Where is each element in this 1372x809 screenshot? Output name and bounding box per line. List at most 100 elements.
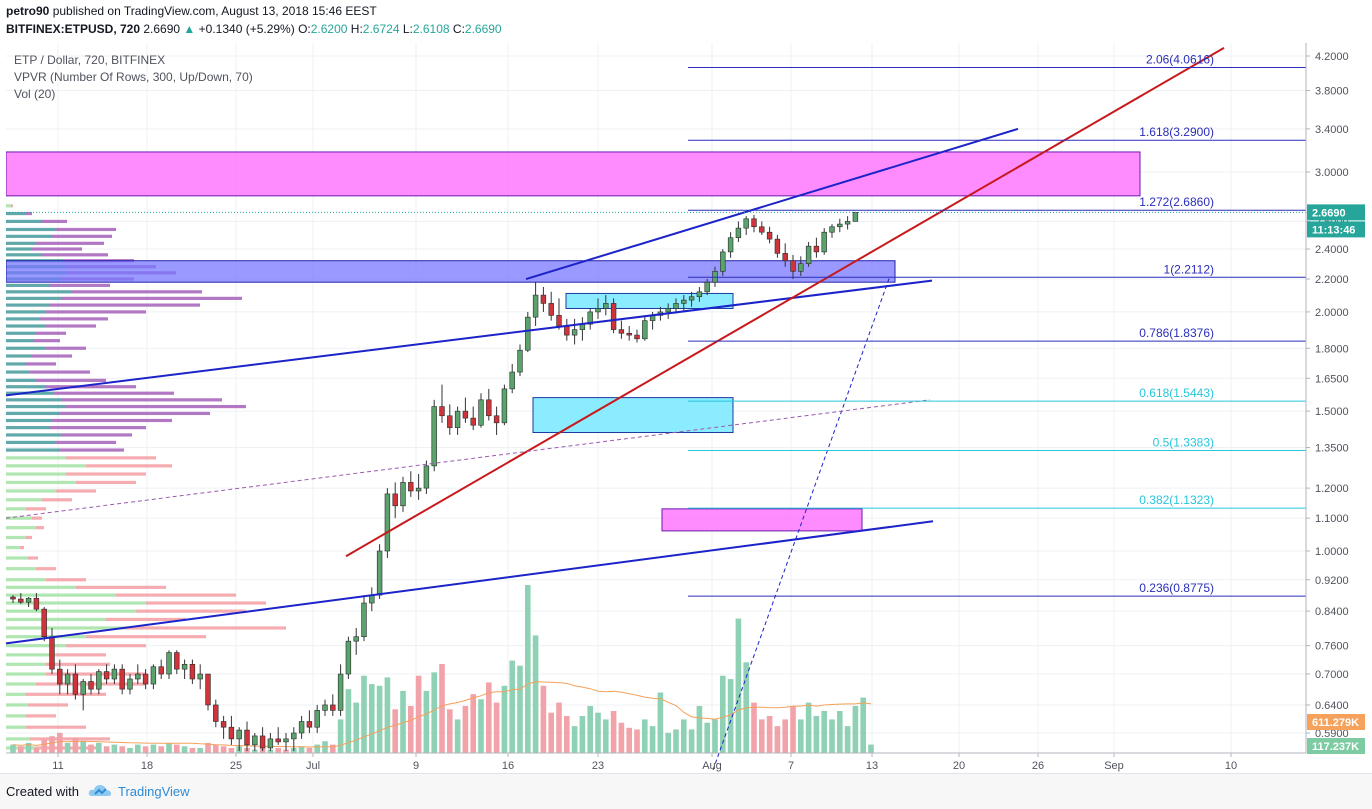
candle [735, 227, 742, 239]
time-tick-label: 25 [230, 760, 242, 772]
legend-volume[interactable]: Vol (20) [14, 87, 56, 101]
candle [587, 311, 593, 325]
tradingview-cloud-icon[interactable] [88, 782, 112, 800]
candle [813, 245, 820, 253]
volume-bar [127, 747, 133, 753]
vpvr-up-2 [6, 219, 42, 224]
chart-header: petro90 published on TradingView.com, Au… [0, 0, 1372, 40]
volume-bar [564, 716, 570, 753]
candle [525, 316, 531, 351]
vpvr-up-42 [6, 507, 26, 511]
volume-bar [821, 711, 827, 753]
candle [213, 704, 219, 722]
vpvr-up-25 [6, 378, 36, 382]
vpvr-down-6 [32, 247, 82, 251]
candle [517, 349, 523, 373]
vpvr-up-34 [6, 440, 56, 445]
candle [431, 406, 437, 467]
volume-bar [431, 672, 437, 753]
price-tick-label: 3.4000 [1315, 124, 1349, 136]
candle [571, 329, 578, 336]
candle [314, 710, 320, 728]
zone-blue-1 [6, 260, 896, 283]
candle [337, 673, 344, 711]
volume-bar [57, 732, 63, 753]
vpvr-up-31 [6, 418, 52, 423]
volume-bar [283, 749, 289, 753]
publisher-name[interactable]: petro90 [6, 4, 50, 18]
vpvr-up-41 [6, 498, 42, 502]
vpvr-down-19 [36, 331, 66, 335]
volume-bar [696, 705, 703, 753]
vpvr-down-58 [56, 653, 106, 657]
volume-bar [712, 719, 718, 753]
candle [142, 673, 149, 685]
tradingview-brand[interactable]: TradingView [118, 784, 190, 799]
candle [454, 410, 461, 428]
volume-bar [64, 742, 71, 753]
last-price: 2.6690 [143, 22, 181, 36]
volume-bar [618, 722, 625, 753]
candle [688, 296, 695, 301]
symbol-info: BITFINEX:ETPUSD, 720 2.6690 ▲ +0.1340 (+… [6, 22, 502, 36]
vpvr-down-44 [36, 526, 44, 530]
volume-bar [657, 692, 664, 753]
price-tick-label: 0.7000 [1315, 669, 1349, 681]
price-tick-label: 1.3500 [1315, 442, 1349, 454]
candle [189, 664, 196, 680]
vpvr-up-6 [6, 247, 32, 251]
vpvr-up-16 [6, 310, 46, 314]
vpvr-down-34 [56, 440, 116, 445]
vpvr-down-13 [72, 290, 202, 294]
volume-bar [603, 719, 609, 753]
time-tick-label: 26 [1032, 760, 1044, 772]
vpvr-down-40 [56, 489, 96, 493]
volume-bar [759, 719, 765, 753]
price-tick-label: 4.2000 [1315, 51, 1349, 63]
vpvr-down-57 [66, 644, 146, 648]
volume-bar [532, 635, 539, 753]
volume-bar [587, 705, 593, 753]
publish-info: petro90 published on TradingView.com, Au… [6, 4, 377, 18]
chart-area[interactable]: 2.06(4.0616) 1.618(3.2900) 1.272(2.6860) 1(… [6, 43, 1366, 773]
volume-bar [447, 709, 453, 753]
candle [805, 245, 812, 265]
candle [259, 735, 266, 749]
trendline-purple-dashed-5 [6, 399, 931, 519]
legend-vpvr[interactable]: VPVR (Number Of Rows, 300, Up/Down, 70) [14, 70, 253, 84]
volume-ma-tag: 611.279K [1312, 717, 1359, 729]
candle [18, 598, 24, 603]
volume-bar [423, 690, 430, 753]
vpvr-up-12 [6, 283, 50, 287]
candle [618, 329, 625, 334]
candle [72, 673, 79, 695]
volume-bar [197, 747, 203, 753]
vpvr-up-38 [6, 472, 66, 476]
candle [423, 465, 430, 489]
vpvr-down-43 [32, 516, 42, 520]
vpvr-up-7 [6, 253, 42, 257]
vpvr-down-55 [126, 626, 286, 630]
volume-bar [384, 677, 391, 753]
candle [80, 681, 86, 695]
vpvr-up-17 [6, 317, 40, 321]
candle [252, 735, 258, 746]
vpvr-up-4 [6, 234, 52, 238]
volume-bar [837, 711, 843, 753]
vpvr-down-24 [30, 370, 90, 374]
volume-bar [181, 746, 188, 753]
volume-bar [649, 726, 656, 753]
legend-symbol[interactable]: ETP / Dollar, 720, BITFINEX [14, 53, 166, 67]
candle [119, 668, 125, 690]
volume-bar [509, 660, 515, 753]
price-tick-label: 0.7600 [1315, 641, 1349, 653]
vpvr-up-1 [6, 211, 26, 216]
fib-label: 0.618(1.5443) [1139, 386, 1214, 400]
volume-bar [868, 744, 874, 753]
volume-bar [595, 712, 601, 753]
candle [798, 263, 804, 272]
price-tick-label: 1.8000 [1315, 343, 1349, 355]
vpvr-down-48 [36, 567, 56, 571]
up-arrow-icon: ▲ [183, 22, 196, 36]
price-chart[interactable]: 2.06(4.0616) 1.618(3.2900) 1.272(2.6860) 1(… [6, 43, 1366, 773]
